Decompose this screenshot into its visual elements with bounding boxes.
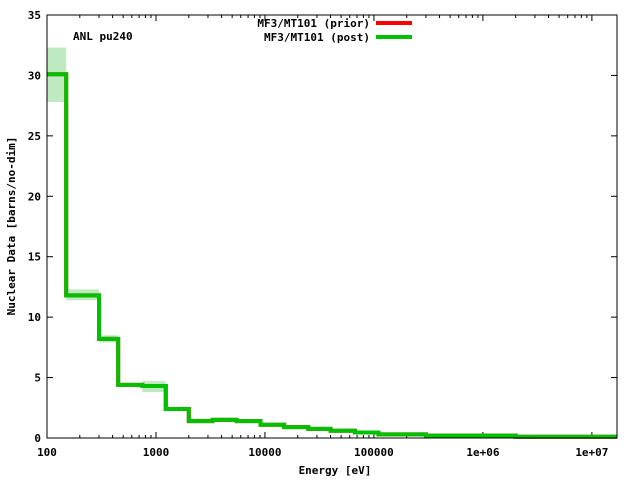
chart-annotation: ANL pu240 xyxy=(73,30,133,43)
y-tick-label: 15 xyxy=(28,251,41,264)
legend-label-prior: MF3/MT101 (prior) xyxy=(257,17,370,30)
y-tick-label: 25 xyxy=(28,130,41,143)
y-tick-label: 0 xyxy=(34,432,41,445)
legend-label-post: MF3/MT101 (post) xyxy=(264,31,370,44)
plot-frame xyxy=(46,14,618,439)
x-tick-label: 1e+06 xyxy=(466,446,499,459)
series-lines xyxy=(47,72,617,439)
y-tick-label: 5 xyxy=(34,372,41,385)
tick-labels: 0 5 10 15 20 25 30 35 100 1000 10000 100000 1e+06 1e+… xyxy=(28,9,609,459)
x-tick-label: 10000 xyxy=(248,446,281,459)
x-tick-label: 100 xyxy=(37,446,57,459)
y-tick-label: 35 xyxy=(28,9,41,22)
y-tick-label: 30 xyxy=(28,69,41,82)
x-tick-label: 1e+07 xyxy=(575,446,608,459)
y-tick-label: 10 xyxy=(28,311,41,324)
series-line-post xyxy=(47,72,617,439)
y-axis-label: Nuclear Data [barns/no-dim] xyxy=(5,137,18,316)
x-tick-label: 100000 xyxy=(354,446,394,459)
x-tick-label: 1000 xyxy=(143,446,170,459)
x-axis-label: Energy [eV] xyxy=(299,464,372,477)
legend: MF3/MT101 (prior) MF3/MT101 (post) xyxy=(257,17,412,44)
y-tick-label: 20 xyxy=(28,190,41,203)
